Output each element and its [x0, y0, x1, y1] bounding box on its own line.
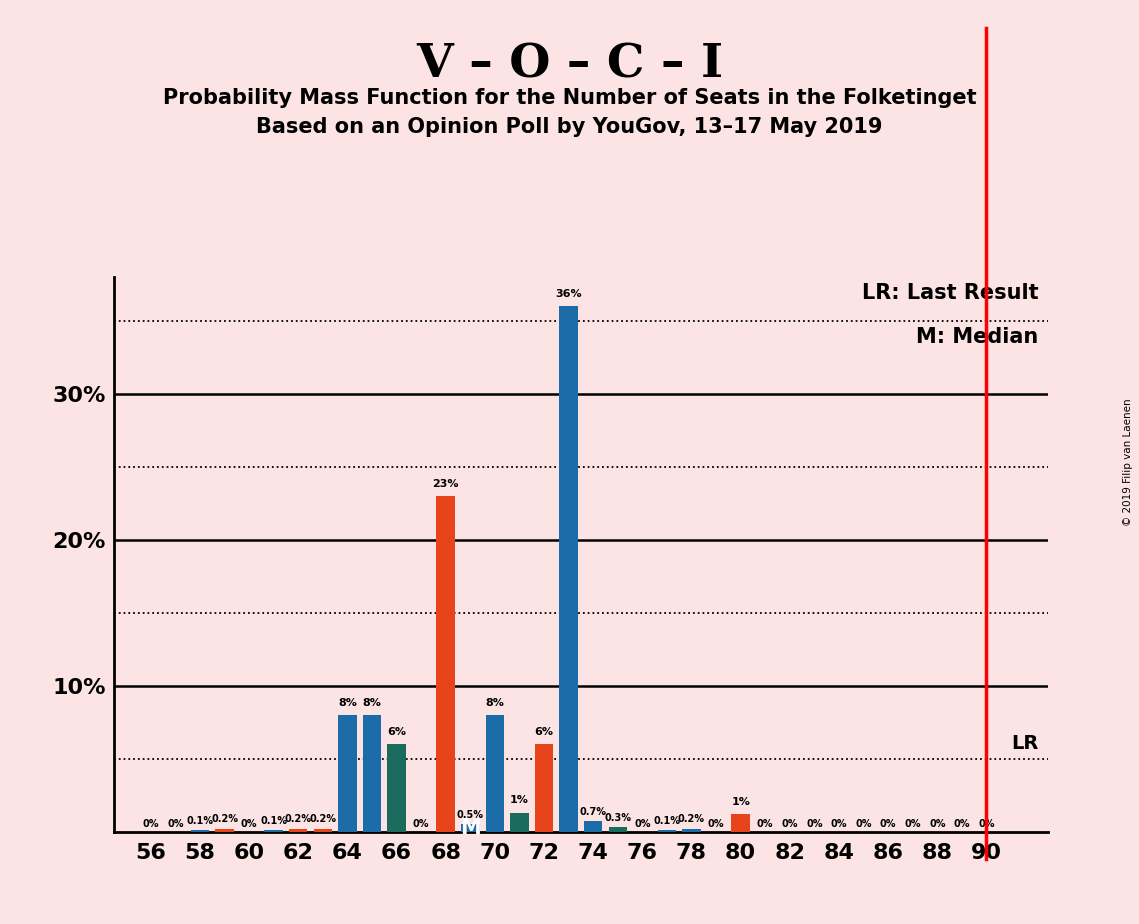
Bar — [608, 827, 626, 832]
Text: 0%: 0% — [879, 819, 896, 829]
Text: M: M — [460, 818, 481, 838]
Text: 0%: 0% — [634, 819, 650, 829]
Bar — [461, 824, 480, 832]
Text: LR: Last Result: LR: Last Result — [862, 283, 1039, 303]
Bar — [289, 829, 308, 832]
Text: 0.2%: 0.2% — [211, 814, 238, 824]
Text: 0%: 0% — [830, 819, 847, 829]
Bar — [338, 715, 357, 832]
Text: 0.2%: 0.2% — [678, 814, 705, 824]
Text: 0.1%: 0.1% — [187, 816, 213, 826]
Text: 0%: 0% — [240, 819, 257, 829]
Bar — [264, 830, 282, 832]
Bar — [584, 821, 603, 832]
Text: 0.1%: 0.1% — [260, 816, 287, 826]
Text: Based on an Opinion Poll by YouGov, 13–17 May 2019: Based on an Opinion Poll by YouGov, 13–1… — [256, 117, 883, 138]
Text: 0.1%: 0.1% — [654, 816, 680, 826]
Bar — [190, 830, 210, 832]
Text: 0%: 0% — [707, 819, 724, 829]
Text: 0%: 0% — [978, 819, 994, 829]
Text: 8%: 8% — [485, 698, 505, 708]
Text: 8%: 8% — [362, 698, 382, 708]
Bar — [731, 814, 749, 832]
Text: M: Median: M: Median — [916, 327, 1039, 347]
Text: 0%: 0% — [142, 819, 159, 829]
Text: © 2019 Filip van Laenen: © 2019 Filip van Laenen — [1123, 398, 1133, 526]
Text: 0%: 0% — [412, 819, 429, 829]
Text: 1%: 1% — [510, 796, 528, 806]
Bar — [535, 744, 554, 832]
Bar — [510, 812, 528, 832]
Text: 6%: 6% — [387, 727, 405, 736]
Bar — [387, 744, 405, 832]
Text: 8%: 8% — [338, 698, 357, 708]
Bar — [362, 715, 382, 832]
Bar — [436, 496, 454, 832]
Text: 0.5%: 0.5% — [457, 810, 484, 820]
Text: 0%: 0% — [953, 819, 970, 829]
Bar — [559, 307, 577, 832]
Text: 0%: 0% — [904, 819, 921, 829]
Text: 0%: 0% — [929, 819, 945, 829]
Text: 23%: 23% — [433, 479, 459, 489]
Text: 1%: 1% — [731, 796, 751, 807]
Text: 6%: 6% — [534, 727, 554, 736]
Text: Probability Mass Function for the Number of Seats in the Folketinget: Probability Mass Function for the Number… — [163, 88, 976, 108]
Text: V – O – C – I: V – O – C – I — [416, 42, 723, 88]
Text: 0.7%: 0.7% — [580, 807, 607, 817]
Text: 0.3%: 0.3% — [605, 813, 631, 823]
Bar — [657, 830, 677, 832]
Text: 0%: 0% — [167, 819, 183, 829]
Bar — [313, 829, 333, 832]
Text: 0.2%: 0.2% — [310, 814, 336, 824]
Bar — [682, 829, 700, 832]
Text: 0%: 0% — [757, 819, 773, 829]
Text: 36%: 36% — [556, 289, 582, 299]
Bar — [215, 829, 233, 832]
Text: 0%: 0% — [781, 819, 798, 829]
Text: 0.2%: 0.2% — [285, 814, 312, 824]
Text: LR: LR — [1011, 734, 1039, 753]
Bar — [485, 715, 505, 832]
Text: 0%: 0% — [855, 819, 871, 829]
Text: 0%: 0% — [806, 819, 822, 829]
